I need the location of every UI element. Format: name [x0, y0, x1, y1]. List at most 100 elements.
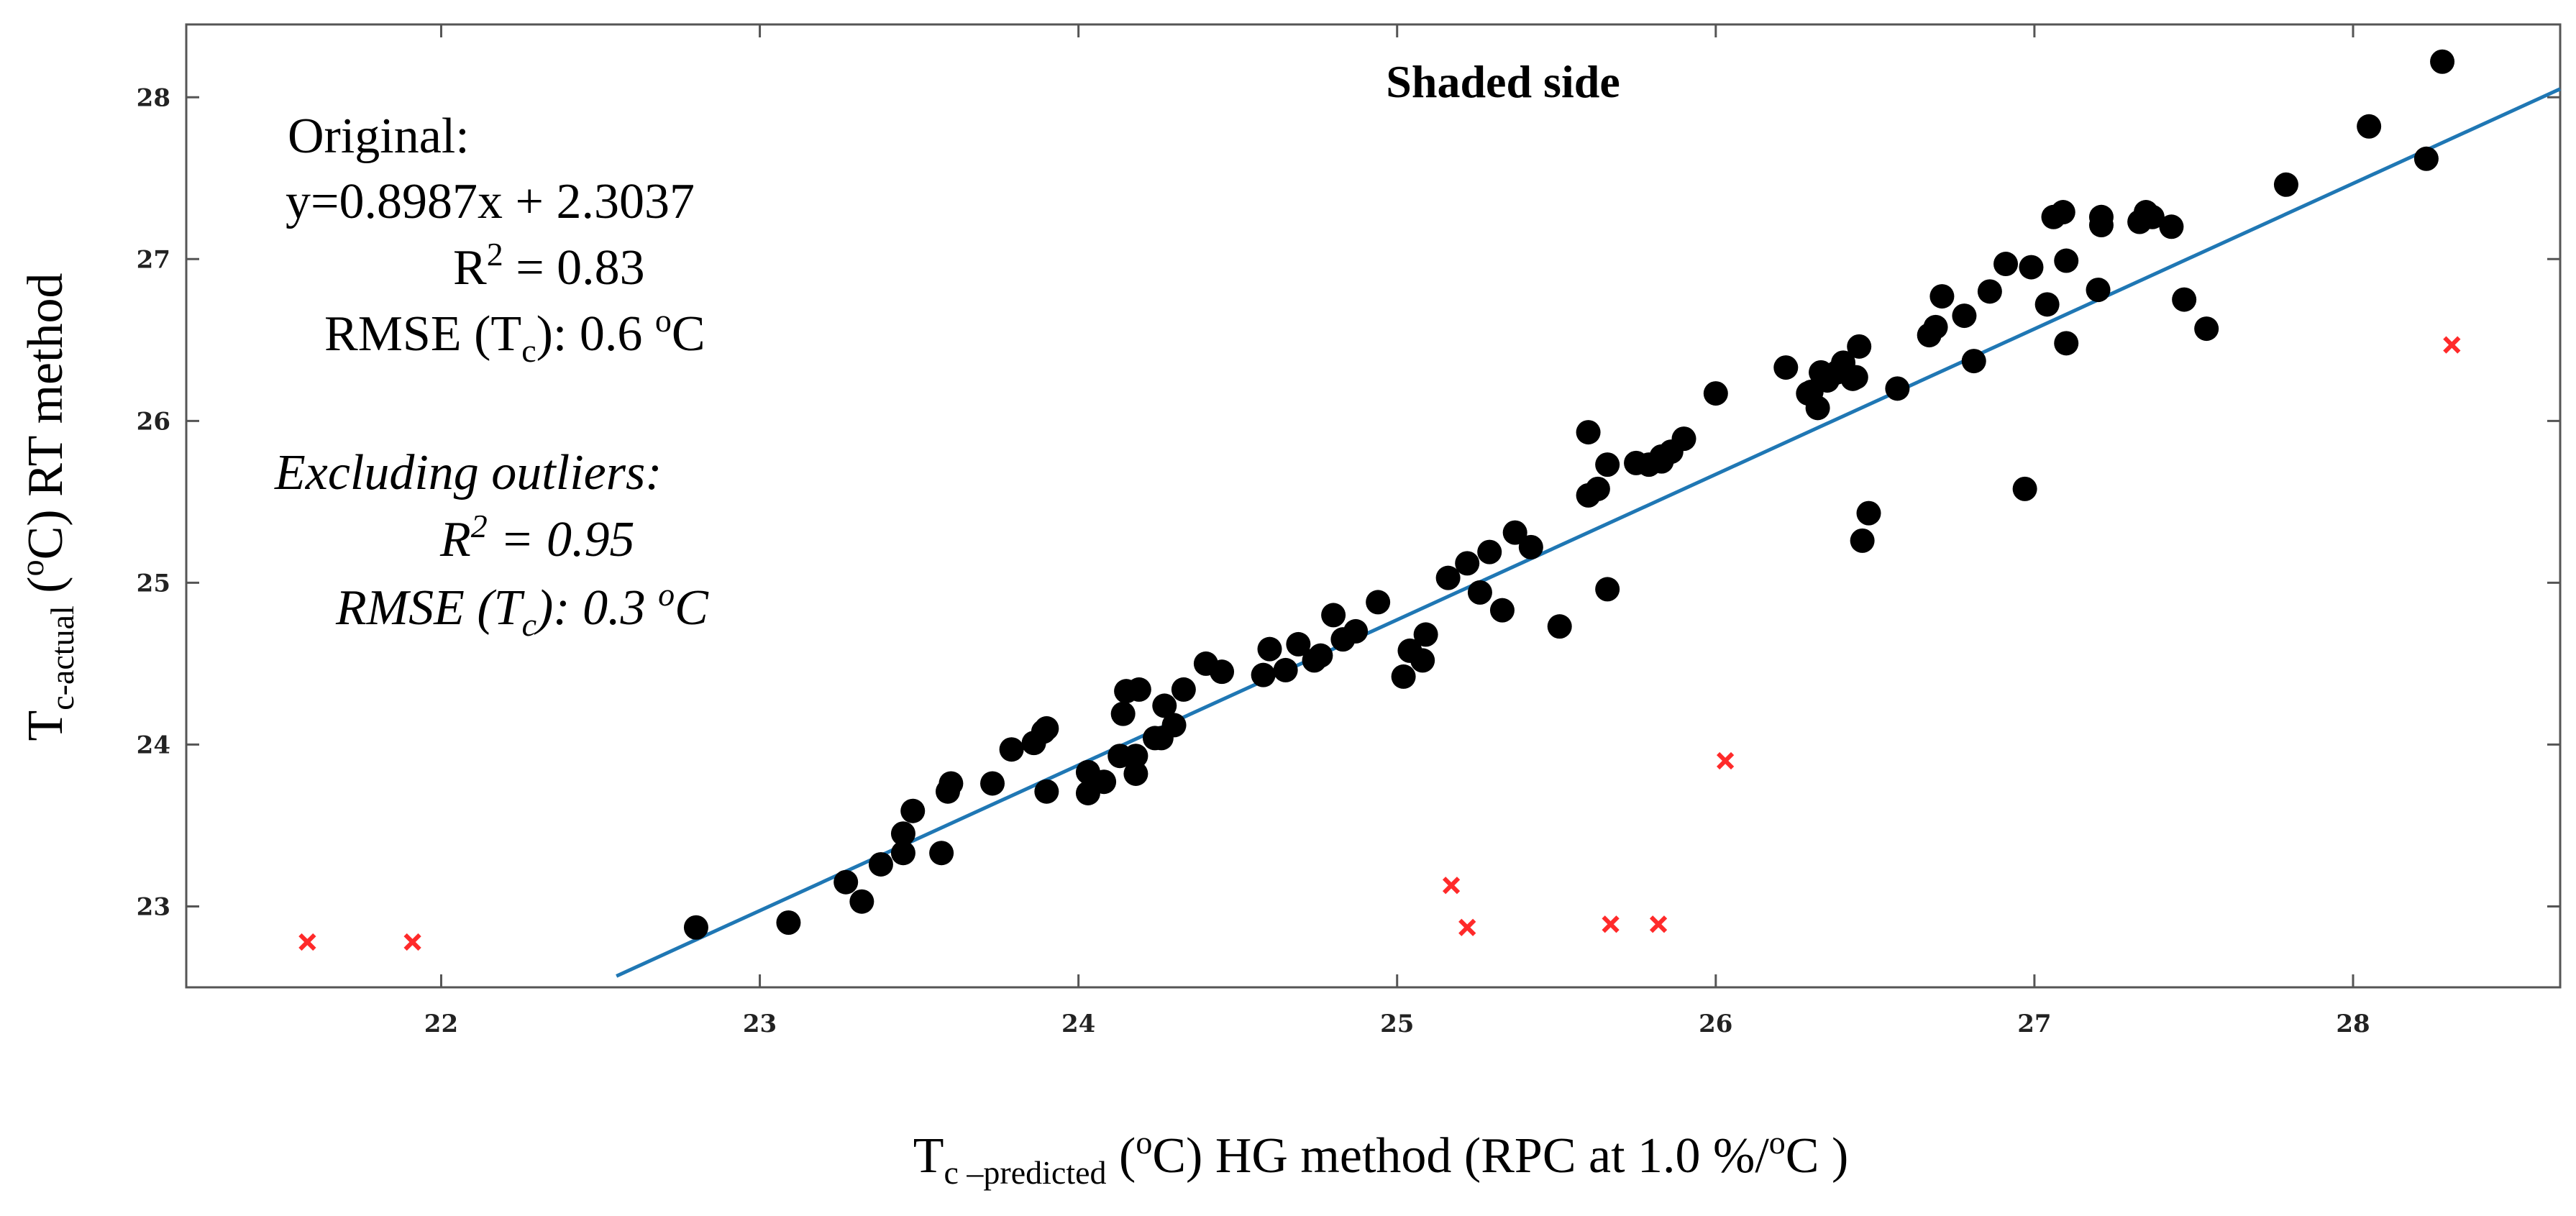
data-point: [1477, 539, 1502, 564]
outlier-stroke: [298, 933, 316, 951]
original-label: Original:: [288, 109, 470, 164]
regression-line: [616, 87, 2562, 978]
data-point: [1518, 534, 1543, 559]
outlier-stroke: [1649, 915, 1668, 933]
data-point: [1843, 365, 1868, 390]
regression-equation: y=0.8987x + 2.3037: [286, 174, 695, 229]
data-point: [1961, 349, 1986, 374]
data-point: [1952, 303, 1977, 329]
data-point: [2273, 172, 2298, 197]
data-point: [2054, 248, 2079, 273]
x-axis: 22 23 24 25 26 27 28: [424, 24, 2370, 1038]
y-tick-label: 25: [137, 569, 170, 598]
outlier-stroke: [2443, 336, 2461, 354]
data-point: [2159, 214, 2184, 239]
chart-title: Shaded side: [1386, 56, 1620, 107]
rmse-excluding: RMSE (Tc): 0.3 oC: [335, 576, 709, 643]
data-point: [1671, 426, 1696, 452]
data-point: [1092, 769, 1117, 795]
outlier-stroke: [1716, 751, 1735, 770]
data-point: [980, 771, 1005, 796]
data-point: [1210, 659, 1235, 685]
data-point: [2088, 213, 2114, 238]
outlier-point: [1716, 751, 1735, 770]
data-point: [1123, 761, 1148, 786]
data-point: [1576, 420, 1601, 445]
outlier-point: [2443, 336, 2461, 354]
y-tick-label: 28: [137, 83, 170, 112]
data-point: [890, 841, 915, 866]
data-point: [1993, 252, 2019, 277]
data-point: [1410, 648, 1435, 673]
data-point: [1286, 631, 1311, 657]
data-point: [833, 869, 859, 895]
x-tick-label: 24: [1061, 1010, 1095, 1038]
y-tick-label: 23: [137, 892, 170, 921]
data-point: [2430, 49, 2455, 74]
x-tick-label: 28: [2336, 1010, 2370, 1038]
data-point: [1585, 476, 1610, 501]
y-tick-label: 26: [137, 407, 170, 436]
data-point: [2172, 287, 2197, 312]
y-tick-label: 24: [137, 731, 170, 759]
data-point: [1308, 643, 1333, 668]
y-axis: 23 24 25 26 27 28: [137, 83, 2560, 921]
data-point: [1152, 693, 1177, 718]
data-point: [2019, 255, 2044, 280]
outlier-points: [298, 336, 2461, 951]
data-point: [1321, 603, 1346, 628]
data-point: [2086, 278, 2111, 303]
data-point: [1455, 551, 1480, 576]
outlier-point: [1649, 915, 1668, 933]
data-point: [1805, 396, 1830, 421]
data-point: [2034, 292, 2060, 317]
r2-excluding: R2 = 0.95: [439, 508, 635, 567]
x-tick-label: 26: [1699, 1010, 1732, 1038]
plot-frame: [185, 23, 2562, 989]
data-point: [1856, 500, 1881, 526]
data-point: [1850, 528, 1875, 553]
outlier-stroke: [403, 933, 421, 951]
data-point: [1343, 618, 1369, 644]
data-point: [938, 771, 964, 796]
data-point: [1489, 598, 1515, 623]
data-point: [1123, 744, 1148, 769]
x-tick-label: 27: [2017, 1010, 2051, 1038]
excluding-outliers-label: Excluding outliers:: [274, 445, 662, 500]
outlier-point: [1458, 918, 1476, 936]
x-tick-label: 22: [424, 1010, 458, 1038]
data-point: [1847, 334, 1872, 359]
data-point: [1885, 376, 1910, 401]
data-point: [1435, 565, 1461, 590]
x-tick-label: 25: [1380, 1010, 1414, 1038]
data-point: [1773, 355, 1799, 380]
data-point: [2357, 114, 2382, 139]
x-tick-label: 23: [743, 1010, 777, 1038]
data-point: [683, 915, 708, 940]
data-point: [929, 841, 954, 866]
data-point: [1257, 636, 1282, 662]
data-points: [683, 49, 2455, 940]
data-point: [1273, 657, 1298, 682]
data-point: [1171, 677, 1196, 702]
data-point: [1126, 677, 1151, 702]
data-point: [1502, 520, 1527, 545]
data-point: [1110, 701, 1136, 726]
data-point: [1251, 662, 1276, 687]
outlier-stroke: [1442, 877, 1461, 895]
outlier-stroke: [1458, 918, 1476, 936]
data-point: [2050, 200, 2075, 225]
data-point: [1595, 452, 1620, 477]
y-tick-label: 27: [137, 245, 170, 274]
data-point: [1161, 713, 1187, 738]
data-point: [1034, 716, 1059, 741]
rmse-original: RMSE (Tc): 0.6 oC: [324, 302, 705, 369]
data-point: [999, 737, 1024, 762]
data-point: [2139, 204, 2165, 229]
data-point: [1703, 381, 1728, 406]
outlier-point: [298, 933, 316, 951]
outlier-stroke: [1602, 915, 1620, 933]
data-point: [2194, 316, 2219, 342]
data-point: [2413, 146, 2439, 171]
data-point: [1413, 622, 1438, 647]
